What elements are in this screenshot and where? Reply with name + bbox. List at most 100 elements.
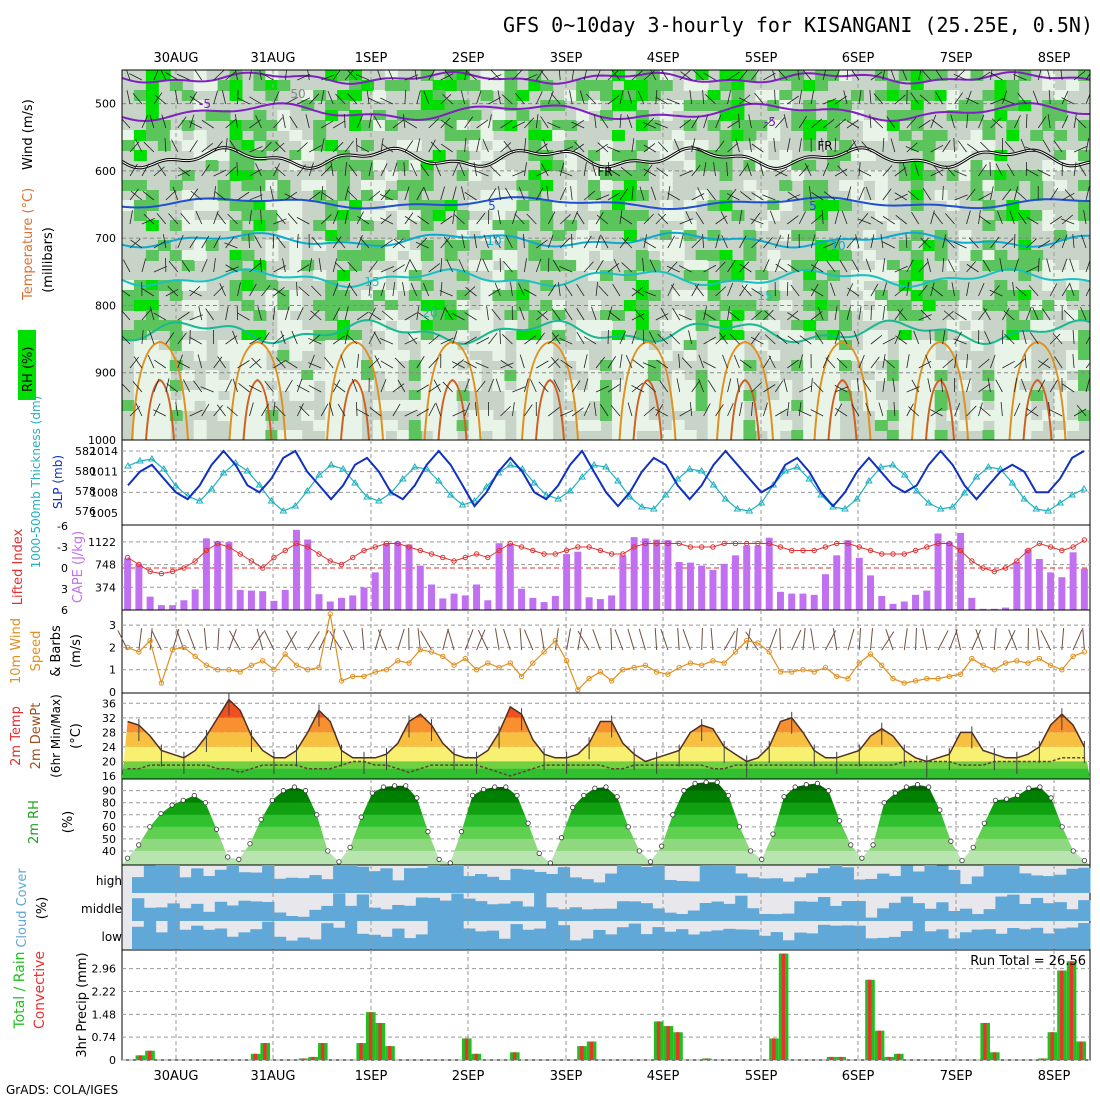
wind-barb <box>966 263 979 273</box>
rh-cell <box>600 180 613 191</box>
rh-cell <box>528 150 542 161</box>
rh-cell <box>707 430 721 440</box>
rh-cell <box>133 430 147 440</box>
rh-cell <box>1030 210 1044 221</box>
cloud-level-label: middle <box>81 902 122 916</box>
lifted-index-point <box>1070 544 1076 550</box>
wind-barb <box>410 163 418 177</box>
rh-cell <box>755 280 769 291</box>
wind-barb <box>404 212 414 225</box>
wind-barb <box>1062 383 1075 393</box>
rh-cell <box>815 200 829 211</box>
rh-cell <box>420 300 434 311</box>
wind-barb <box>783 378 788 393</box>
wind-barb <box>428 383 441 393</box>
rh-cell <box>683 340 697 351</box>
cloud-cell <box>143 921 157 949</box>
wind-barb <box>404 186 410 201</box>
temp-contour-30 <box>340 378 370 440</box>
temp-contour-20 <box>122 319 1090 346</box>
wind-barb <box>607 95 620 105</box>
wind-barb <box>740 191 752 201</box>
wind-barb <box>751 212 761 225</box>
rh-cell <box>803 100 817 111</box>
lifted-index-point <box>586 544 592 550</box>
rh-cell <box>504 370 518 381</box>
cloud-cell <box>1019 873 1032 893</box>
wind-barb <box>189 96 202 105</box>
cloud-cell <box>226 905 239 921</box>
wind-barb <box>443 236 453 249</box>
rh-cell <box>253 110 267 121</box>
wind10m-point <box>552 638 559 644</box>
wind-barb <box>305 114 310 129</box>
wind-barb <box>906 282 910 297</box>
wind-barb <box>1048 402 1051 417</box>
rh-cell <box>719 250 733 261</box>
rh-cell <box>564 120 578 131</box>
rh-cell <box>611 90 625 101</box>
wind-barb <box>488 332 498 345</box>
wind10m-point <box>316 664 322 671</box>
rh-cell <box>898 390 912 401</box>
wind-barb <box>571 120 585 129</box>
cloud-cell <box>285 877 299 893</box>
wind-barb <box>346 189 358 201</box>
cloud-cell <box>794 932 807 949</box>
thickness-point <box>530 479 539 486</box>
wind10m-barb <box>447 628 455 651</box>
cloud-cell <box>167 921 180 949</box>
cloud-cell <box>285 916 299 921</box>
rh-cell <box>671 420 685 431</box>
rh-cell <box>623 300 637 311</box>
rh-cell <box>576 250 590 261</box>
rh-cell <box>815 80 829 91</box>
wind-barb <box>488 114 492 129</box>
cape-bar <box>641 538 649 610</box>
wind-barb <box>1038 240 1051 249</box>
wind-barb <box>1049 333 1061 345</box>
wind-barb <box>404 90 407 105</box>
rh-cell <box>504 120 518 131</box>
rh-cell <box>349 160 363 171</box>
rh-cell <box>588 270 602 281</box>
cloud-cell <box>344 921 358 949</box>
wind-barb <box>834 137 837 153</box>
wind-barb <box>177 311 190 321</box>
wind10m-point <box>350 673 356 680</box>
rh-cell <box>1078 150 1090 161</box>
cloud-cell <box>628 901 642 921</box>
rh-cell <box>946 150 960 161</box>
wind-barb <box>154 94 167 105</box>
rh-cell <box>229 70 243 81</box>
lifted-index-point <box>541 551 547 557</box>
rh-cell <box>623 410 637 421</box>
wind-barb <box>321 74 335 81</box>
wind-barb <box>858 162 861 177</box>
wind10m-barb <box>955 628 962 651</box>
wind-barb <box>122 335 131 345</box>
rh-cell <box>588 200 602 211</box>
rh-cell <box>205 240 219 251</box>
rh-cell <box>791 160 805 171</box>
wind-barb <box>373 115 382 129</box>
wind-barb <box>255 163 262 177</box>
contour-label: -5 <box>764 115 776 129</box>
rh-cell <box>600 220 613 231</box>
cloud-cell <box>747 929 760 949</box>
rh-cell <box>1018 70 1032 81</box>
rh-cell <box>707 380 721 391</box>
wind-barb <box>171 139 179 153</box>
rh-cell <box>241 200 255 211</box>
wind-barb <box>249 358 261 369</box>
rh-cell <box>600 90 613 101</box>
thickness-point <box>673 475 682 482</box>
wind-barb <box>846 70 849 81</box>
wind-barb <box>440 237 451 249</box>
wind-barb <box>627 402 633 417</box>
cloud-cell <box>971 876 985 893</box>
wind-barb <box>632 287 645 297</box>
wind-barb <box>344 282 351 297</box>
wind-barb <box>122 290 131 297</box>
